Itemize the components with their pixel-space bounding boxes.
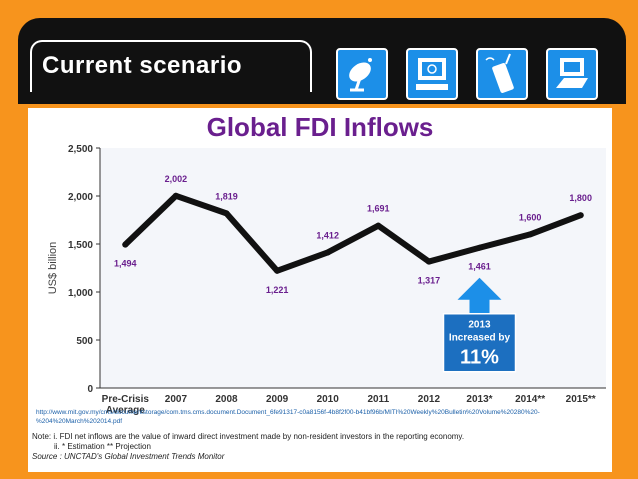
laptop-icon	[546, 48, 598, 100]
y-tick-label: 1,000	[68, 288, 93, 299]
x-tick-label: 2008	[215, 394, 238, 405]
y-tick-label: 2,500	[68, 144, 93, 155]
data-label: 1,691	[367, 204, 390, 214]
data-label: 1,317	[418, 276, 441, 286]
plot-area	[100, 148, 606, 388]
data-point	[476, 244, 483, 251]
data-point	[324, 249, 331, 256]
x-tick-label: 2009	[266, 394, 289, 405]
note-line-2: ii. * Estimation ** Projection	[54, 442, 151, 451]
source-url: http://www.mit.gov.my/cms/documentstorag…	[36, 409, 540, 425]
x-tick-label: 2014**	[515, 394, 545, 405]
title-tab	[30, 40, 312, 92]
satellite-dish-icon	[336, 48, 388, 100]
page-title: Current scenario	[42, 52, 243, 79]
y-tick-label: 1,500	[68, 240, 93, 251]
data-label: 1,412	[316, 230, 339, 240]
x-tick-label: Pre-Crisis Average	[102, 394, 150, 416]
series-line	[122, 192, 584, 274]
y-tick-label: 2,000	[68, 192, 93, 203]
callout-box	[442, 312, 517, 373]
increase-callout: 2013 Increased by 11%	[442, 277, 517, 373]
computer-icon	[406, 48, 458, 100]
data-point	[527, 231, 534, 238]
data-label: 1,221	[266, 285, 289, 295]
mobile-phone-icon	[476, 48, 528, 100]
notes: Note: i. FDI net inflows are the value o…	[32, 432, 608, 462]
data-point	[172, 192, 179, 199]
chart-slide: Global FDI Inflows US$ billion 0 500 1,000…	[28, 108, 612, 472]
chart-title: Global FDI Inflows	[206, 112, 434, 142]
data-label: 1,819	[215, 191, 238, 201]
x-tick-label: 2011	[367, 394, 389, 405]
y-tick-label: 500	[76, 336, 93, 347]
data-label: 2,002	[165, 174, 188, 184]
x-tick-label: 2007	[165, 394, 188, 405]
x-tick-label: 2013*	[466, 394, 492, 405]
callout-year: 2013	[468, 320, 491, 331]
callout-text: Increased by	[449, 333, 511, 344]
data-point	[223, 210, 230, 217]
x-tick-label: 2015**	[566, 394, 596, 405]
data-point	[122, 241, 129, 248]
data-point	[274, 267, 281, 274]
x-tick-label: 2012	[418, 394, 441, 405]
callout-percent: 11%	[460, 347, 499, 369]
source-line: Source : UNCTAD's Global Investment Tren…	[32, 452, 225, 461]
data-label: 1,800	[569, 193, 592, 203]
data-label: 1,461	[468, 262, 491, 272]
data-label: 1,600	[519, 212, 542, 222]
data-point	[375, 222, 382, 229]
y-tick-label: 0	[87, 384, 93, 395]
data-point	[577, 212, 584, 219]
x-tick-label: 2010	[317, 394, 340, 405]
y-axis-label: US$ billion	[47, 242, 59, 295]
data-label: 1,494	[114, 259, 137, 269]
up-arrow-icon	[457, 277, 502, 314]
note-line-1: Note: i. FDI net inflows are the value o…	[32, 432, 465, 441]
data-point	[425, 258, 432, 265]
fdi-line-chart: US$ billion 0 500 1,000 1,500 2,000 2,500 Pre…	[47, 144, 606, 416]
